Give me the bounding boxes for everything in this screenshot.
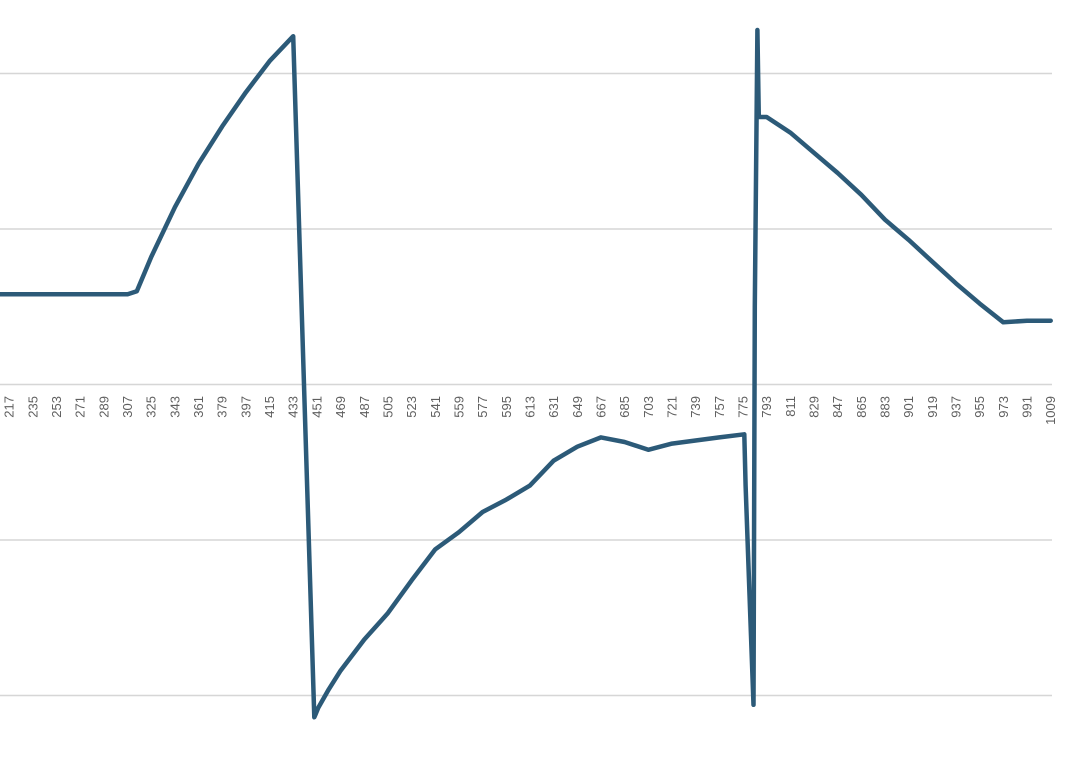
x-tick-label: 973 (996, 396, 1011, 418)
x-tick-label: 415 (262, 396, 277, 418)
x-tick-label: 253 (49, 396, 64, 418)
x-tick-label: 721 (664, 396, 679, 418)
x-tick-label: 631 (546, 396, 561, 418)
x-tick-label: 955 (972, 396, 987, 418)
x-tick-label: 487 (357, 396, 372, 418)
x-tick-label: 217 (2, 396, 17, 418)
x-tick-label: 397 (238, 396, 253, 418)
x-tick-label: 685 (617, 396, 632, 418)
x-tick-label: 901 (901, 396, 916, 418)
x-tick-label: 505 (380, 396, 395, 418)
x-tick-label: 469 (333, 396, 348, 418)
x-tick-label: 793 (759, 396, 774, 418)
x-tick-label: 325 (144, 396, 159, 418)
x-tick-label: 289 (96, 396, 111, 418)
x-tick-label: 919 (925, 396, 940, 418)
x-tick-label: 757 (712, 396, 727, 418)
x-tick-label: 775 (735, 396, 750, 418)
x-tick-label: 667 (593, 396, 608, 418)
x-tick-label: 883 (877, 396, 892, 418)
series-line-1 (0, 27, 1053, 720)
x-tick-label: 829 (806, 396, 821, 418)
x-tick-label: 451 (309, 396, 324, 418)
x-tick-label: 703 (641, 396, 656, 418)
x-tick-label: 847 (830, 396, 845, 418)
x-tick-label: 523 (404, 396, 419, 418)
x-tick-label: 649 (570, 396, 585, 418)
x-tick-label: 577 (475, 396, 490, 418)
x-tick-label: 937 (949, 396, 964, 418)
x-tick-label: 361 (191, 396, 206, 418)
x-tick-label: 235 (25, 396, 40, 418)
x-tick-label: 379 (215, 396, 230, 418)
x-tick-label: 811 (783, 396, 798, 417)
x-tick-label: 271 (73, 396, 88, 418)
x-tick-label: 595 (499, 396, 514, 418)
x-tick-label: 307 (120, 396, 135, 418)
x-tick-label: 739 (688, 396, 703, 418)
x-tick-label: 1009 (1043, 396, 1058, 425)
x-tick-label: 559 (451, 396, 466, 418)
x-tick-label: 541 (428, 396, 443, 418)
x-tick-label: 343 (167, 396, 182, 418)
x-tick-label: 613 (522, 396, 537, 418)
x-tick-label: 433 (286, 396, 301, 418)
x-axis-tick-labels: 217 235 253 271 289 307 325 343 361 379 397 415 433 4… (2, 396, 1058, 425)
x-tick-label: 865 (854, 396, 869, 418)
x-tick-label: 991 (1020, 396, 1035, 418)
grid-lines (0, 72, 1052, 697)
series-layer (0, 27, 1053, 720)
